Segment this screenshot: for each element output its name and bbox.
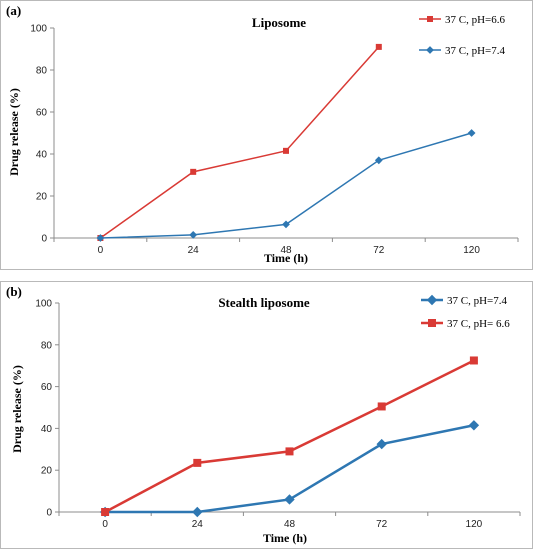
x-tick-label: 120 [463, 245, 480, 256]
data-point [469, 356, 478, 365]
y-tick-label: 40 [41, 424, 53, 435]
data-point [101, 508, 110, 516]
y-axis-label: Drug release (%) [7, 88, 21, 176]
y-tick-label: 60 [36, 108, 48, 119]
legend-marker [428, 319, 436, 327]
data-point [192, 506, 203, 518]
x-tick-label: 0 [102, 519, 108, 530]
data-point [468, 420, 480, 431]
x-tick-label: 120 [466, 519, 483, 530]
panel-label: (b) [6, 284, 22, 299]
y-tick-label: 0 [46, 508, 52, 519]
data-point [284, 494, 295, 505]
chart-b-svg: 0 20 40 60 80 100 0 24 48 72 120 Stealth liposome Ti… [6, 284, 521, 545]
x-tick-label: 72 [376, 519, 388, 530]
y-tick-label: 100 [30, 24, 47, 35]
data-point [374, 156, 383, 165]
y-axis-label: Drug release (%) [10, 365, 24, 453]
legend-marker [426, 294, 438, 306]
legend-marker [426, 46, 434, 54]
y-tick-label: 100 [35, 299, 52, 310]
chart-title: Stealth liposome [218, 295, 310, 310]
legend-label: 37 C, pH= 6.6 [447, 318, 510, 330]
y-tick-label: 80 [36, 66, 48, 77]
x-tick-label: 24 [188, 245, 200, 256]
data-point [189, 230, 198, 239]
x-tick-label: 24 [192, 519, 204, 530]
chart-panel-b: 0 20 40 60 80 100 0 24 48 72 120 Stealth liposome Ti… [0, 281, 533, 549]
x-tick-label: 72 [373, 245, 385, 256]
data-point [96, 234, 105, 242]
y-tick-label: 0 [41, 234, 47, 245]
data-point [285, 447, 294, 456]
y-tick-label: 80 [41, 340, 53, 351]
data-point [467, 129, 476, 137]
y-tick-label: 40 [36, 150, 48, 161]
x-axis-label: Time (h) [263, 531, 307, 545]
x-tick-label: 48 [280, 245, 292, 256]
chart-panel-a: 0 20 40 60 80 100 0 24 48 72 120 Liposome Time (h) Dr… [0, 0, 533, 270]
legend-label: 37 C, pH=7.4 [447, 295, 507, 307]
x-axis-label: Time (h) [264, 251, 308, 265]
x-tick-label: 0 [98, 245, 104, 256]
data-point [375, 43, 382, 50]
y-tick-label: 60 [41, 382, 53, 393]
legend-marker [427, 16, 433, 22]
data-point [190, 168, 197, 175]
data-point [377, 402, 386, 411]
x-tick-label: 48 [284, 519, 296, 530]
data-point [376, 438, 387, 450]
series-line-0 [99, 46, 380, 239]
data-point [193, 458, 202, 467]
data-point [283, 147, 289, 154]
y-tick-label: 20 [36, 192, 48, 203]
chart-a-svg: 0 20 40 60 80 100 0 24 48 72 120 Liposome Time (h) Dr… [6, 3, 519, 265]
data-point [282, 220, 290, 229]
y-tick-label: 20 [41, 466, 53, 477]
legend-label: 37 C, pH=7.4 [445, 45, 505, 57]
panel-label: (a) [6, 3, 21, 18]
legend-label: 37 C, pH=6.6 [445, 14, 505, 26]
chart-title: Liposome [252, 15, 306, 30]
